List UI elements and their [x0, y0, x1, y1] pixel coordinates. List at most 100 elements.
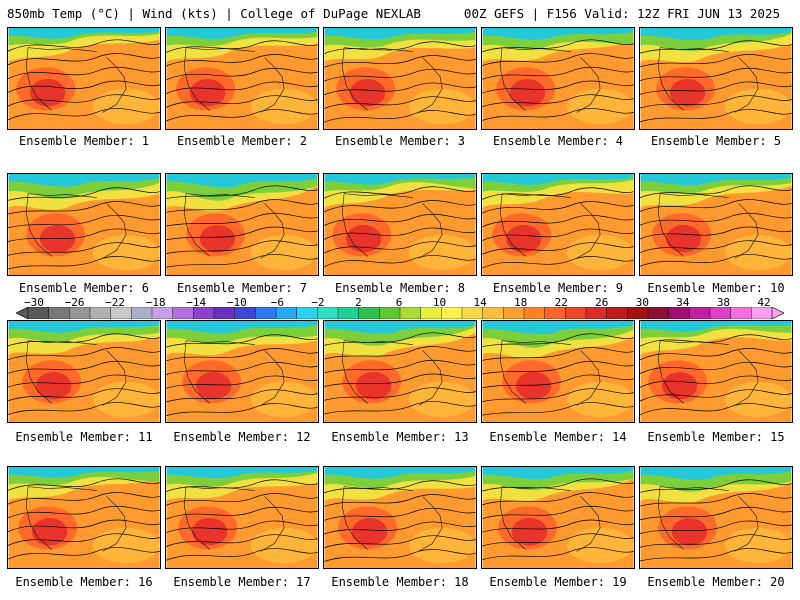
temperature-map — [165, 173, 319, 276]
isotherm-contour — [324, 214, 476, 227]
isotherm-contour — [8, 242, 160, 256]
isotherm-contour — [8, 80, 160, 93]
cool-band — [640, 28, 792, 41]
ensemble-member-label: Ensemble Member: 6 — [18, 281, 150, 295]
east-region — [92, 88, 160, 125]
isotherm-contour — [482, 94, 634, 108]
isotherm-contour — [324, 507, 476, 521]
cool-band — [324, 321, 476, 334]
hot-core — [665, 224, 702, 253]
isotherm-contour — [8, 506, 160, 519]
cool-band — [166, 174, 318, 188]
isotherm-contour — [8, 492, 160, 505]
coastline — [341, 47, 443, 113]
colorbar — [16, 307, 784, 319]
temperature-map — [165, 320, 319, 423]
ensemble-panel — [165, 320, 319, 423]
colorbar-swatch — [709, 307, 732, 319]
isotherm-contour — [166, 348, 318, 362]
east-region — [566, 381, 634, 418]
isotherm-contour — [482, 361, 634, 375]
isotherm-contour — [482, 506, 634, 520]
isotherm-contour — [8, 53, 160, 66]
isotherm-contour — [640, 534, 792, 548]
coastline — [25, 47, 127, 113]
colorbar-swatch — [606, 307, 628, 319]
isotherm-contour — [8, 108, 160, 121]
colorbar-tick-label: 14 — [473, 296, 487, 309]
coastline — [657, 486, 759, 552]
east-region — [250, 234, 318, 271]
isotherm-contour — [324, 360, 476, 374]
colorbar-tick-label: 10 — [432, 296, 447, 309]
ensemble-panel — [481, 466, 635, 569]
colorbar-swatch — [193, 307, 215, 319]
isotherm-contour — [8, 67, 160, 80]
isotherm-contour — [324, 332, 476, 346]
cool-band — [8, 467, 160, 478]
ensemble-member-label: Ensemble Member: 8 — [334, 281, 466, 295]
isotherm-contour — [8, 214, 160, 229]
isotherm-contour — [482, 108, 634, 122]
isotherm-contour — [640, 334, 792, 347]
colorbar-swatch — [172, 307, 194, 319]
ensemble-member-label: Ensemble Member: 16 — [15, 575, 153, 589]
isotherm-contour — [8, 519, 160, 533]
east-region — [250, 381, 318, 418]
isotherm-contour — [166, 361, 318, 376]
isotherm-contour — [640, 199, 792, 212]
colorbar-swatch — [379, 307, 401, 319]
colorbar-swatch — [296, 307, 318, 319]
colorbar-swatch — [337, 307, 360, 319]
isotherm-contour — [482, 519, 634, 533]
ensemble-member-label: Ensemble Member: 13 — [331, 430, 469, 444]
isotherm-contour — [640, 507, 792, 521]
isotherm-contour — [640, 479, 792, 493]
ensemble-panel — [7, 27, 161, 130]
isotherm-contour — [482, 214, 634, 228]
cool-band — [166, 321, 318, 334]
isotherm-contour — [166, 389, 318, 403]
east-region — [408, 88, 476, 125]
cool-band — [640, 321, 792, 332]
ensemble-panel — [481, 27, 635, 130]
cool-band — [482, 28, 634, 40]
east-region — [566, 234, 634, 271]
east-region — [408, 381, 476, 418]
ensemble-member-label: Ensemble Member: 15 — [647, 430, 785, 444]
colorbar-tick-label: −10 — [226, 296, 247, 309]
colorbar-swatch — [441, 307, 463, 319]
temperature-map — [7, 27, 161, 130]
isotherm-contour — [8, 39, 160, 52]
isotherm-contour — [324, 521, 476, 535]
colorbar-swatch — [668, 307, 690, 319]
isotherm-contour — [324, 535, 476, 549]
ensemble-panel — [323, 173, 477, 276]
colorbar-tick-label: 34 — [676, 296, 690, 309]
ensemble-member-label: Ensemble Member: 1 — [18, 134, 150, 148]
colorbar-tick-label: 30 — [635, 296, 649, 309]
east-region — [250, 88, 318, 125]
coastline — [657, 193, 759, 259]
coastline — [183, 486, 285, 552]
isotherm-contour — [8, 533, 160, 546]
ensemble-panel — [323, 466, 477, 569]
colorbar-swatch — [544, 307, 566, 319]
hot-core — [511, 517, 548, 546]
temperature-map — [639, 173, 793, 276]
isotherm-contour — [166, 493, 318, 506]
isotherm-contour — [8, 201, 160, 215]
isotherm-contour — [640, 81, 792, 95]
colorbar-swatch — [110, 307, 132, 319]
isotherm-contour — [8, 347, 160, 361]
colorbar-swatch — [420, 307, 442, 319]
isotherm-contour — [324, 549, 476, 562]
isotherm-contour — [482, 374, 634, 389]
ensemble-panel — [323, 27, 477, 130]
coastline — [657, 340, 759, 406]
coastline — [341, 340, 443, 406]
isotherm-contour — [482, 67, 634, 80]
hot-core — [199, 224, 236, 253]
isotherm-contour — [8, 478, 160, 491]
cool-band — [8, 321, 160, 333]
